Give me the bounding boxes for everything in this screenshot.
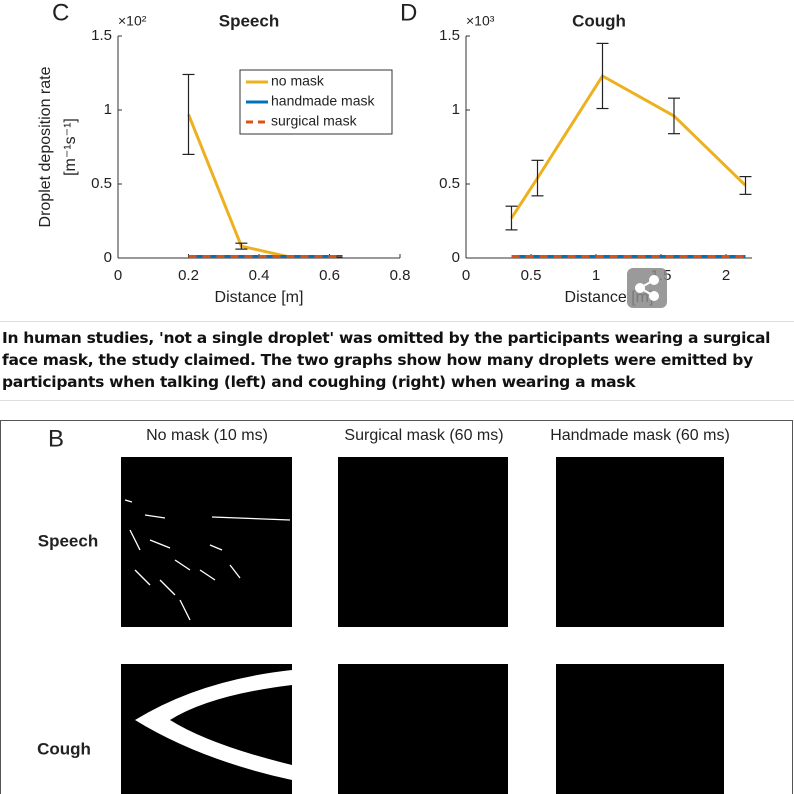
panel-letter: B — [48, 425, 64, 452]
y-tick-label: 0 — [104, 249, 112, 266]
y-axis-label: Droplet deposition rate — [37, 66, 54, 227]
y-tick-label: 0.5 — [91, 175, 112, 192]
y-tick-label: 0.5 — [439, 175, 460, 192]
series-line — [187, 113, 337, 259]
caption: In human studies, 'not a single droplet'… — [2, 329, 771, 391]
row-label: Cough — [37, 739, 91, 758]
image-speech-surgical — [338, 457, 508, 627]
legend-label: surgical mask — [271, 113, 358, 129]
legend-label: no mask — [271, 73, 325, 89]
axis-multiplier: ×10³ — [466, 13, 495, 29]
x-tick-label: 0.2 — [178, 267, 199, 284]
image-speech-handmade — [556, 457, 724, 627]
y-tick-label: 0 — [452, 249, 460, 266]
column-label: Handmade mask (60 ms) — [550, 427, 730, 444]
y-tick-label: 1.5 — [439, 27, 460, 44]
x-axis-label: Distance [m] — [215, 289, 304, 306]
axis-multiplier: ×10² — [118, 13, 147, 29]
charts-figure: C ×10² Speech 0 0.5 1 1.5 0 0.2 0.4 0.6 0.8 Distance… — [37, 0, 752, 306]
x-tick-label: 0.5 — [521, 267, 542, 284]
y-tick-label: 1.5 — [91, 27, 112, 44]
y-tick-label: 1 — [452, 101, 460, 118]
image-cough-handmade — [556, 664, 724, 794]
x-tick-label: 0.6 — [319, 267, 340, 284]
chart-title: Speech — [219, 11, 279, 30]
x-tick-label: 0 — [114, 267, 122, 284]
image-speech-no-mask — [121, 457, 292, 627]
column-label: Surgical mask (60 ms) — [344, 427, 503, 444]
y-tick-label: 1 — [104, 101, 112, 118]
x-tick-label: 0.4 — [249, 267, 270, 284]
panel-b: B No mask (10 ms) Surgical mask (60 ms) … — [0, 420, 793, 794]
image-cough-no-mask — [121, 664, 292, 794]
panel-letter: D — [400, 0, 417, 26]
column-label: No mask (10 ms) — [146, 427, 268, 444]
separator — [0, 321, 794, 322]
share-button[interactable] — [627, 268, 667, 308]
x-tick-label: 0 — [462, 267, 470, 284]
panel-letter: C — [52, 0, 69, 26]
row-label: Speech — [38, 531, 98, 550]
x-tick-label: 1 — [592, 267, 600, 284]
legend-label: handmade mask — [271, 93, 376, 109]
x-tick-label: 2 — [722, 267, 730, 284]
image-cough-surgical — [338, 664, 508, 794]
separator — [0, 400, 794, 401]
y-axis-label: [m⁻¹s⁻¹] — [62, 118, 79, 176]
x-tick-label: 0.8 — [390, 267, 411, 284]
series-line — [510, 73, 747, 219]
chart-title: Cough — [572, 11, 626, 30]
